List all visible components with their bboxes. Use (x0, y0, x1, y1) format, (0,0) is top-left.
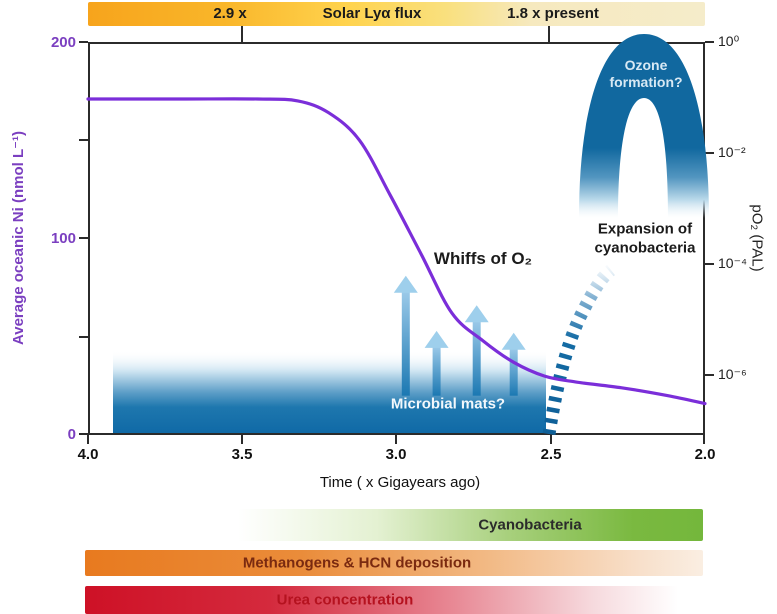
whiff-arrow-stem-1 (432, 345, 441, 396)
y-right-label-1e-4: 10⁻⁴ (718, 255, 747, 271)
solar-flux-2.9x-label: 2.9 x (213, 5, 247, 22)
y-right-label-1e0: 10⁰ (718, 33, 740, 49)
solar-flux-title: Solar Lyα flux (322, 5, 422, 22)
x-tick-3.5 (241, 435, 243, 444)
cyanobacteria-bar (238, 509, 703, 541)
y-right-tick-1e-2 (705, 152, 714, 154)
x-tick-2.0 (703, 435, 705, 444)
y-left-tick-0 (79, 433, 88, 435)
y-left-tick-50 (79, 336, 88, 338)
urea-bar-label: Urea concentration (276, 591, 414, 609)
y-left-label-0: 0 (67, 426, 76, 443)
whiff-arrow-stem-2 (472, 320, 481, 396)
x-tick-4.0 (87, 435, 89, 444)
microbial-mats-annotation: Microbial mats? (390, 395, 506, 413)
cyanobacteria-bar-label: Cyanobacteria (478, 516, 582, 534)
whiff-arrow-head-3 (501, 332, 526, 350)
ni-concentration-curve (86, 97, 707, 406)
x-tick-3.0 (395, 435, 397, 444)
y-right-tick-1e-4 (705, 263, 714, 265)
y-left-tick-100 (79, 237, 88, 239)
x-label-3.5: 3.5 (231, 446, 253, 463)
x-label-2.5: 2.5 (540, 446, 562, 463)
y-right-label-1e-2: 10⁻² (718, 144, 746, 160)
ozone-formation-arch (579, 34, 709, 218)
urea-bar (85, 586, 703, 614)
ozone-formation-line2: formation? (609, 74, 683, 90)
y-left-tick-200 (79, 41, 88, 43)
solar-flux-tick-2.9x (241, 26, 243, 42)
solar-flux-1.8x-label: 1.8 x present (507, 5, 599, 22)
x-label-4.0: 4.0 (77, 446, 99, 463)
x-label-2.0: 2.0 (694, 446, 716, 463)
y-left-label-200: 200 (50, 34, 76, 51)
whiff-arrows-group (393, 275, 526, 396)
solar-flux-tick-1.8x (548, 26, 550, 42)
whiff-arrow-head-1 (424, 330, 449, 348)
y-right-tick-1e0 (705, 41, 714, 43)
y-left-label-100: 100 (50, 230, 76, 247)
y-right-label-1e-6: 10⁻⁶ (718, 366, 747, 382)
expansion-cyanobacteria-annotation: Expansion of cyanobacteria (594, 220, 696, 256)
ozone-formation-annotation: Ozone formation? (609, 57, 682, 91)
y-left-tick-150 (79, 139, 88, 141)
whiff-arrow-stem-3 (509, 347, 518, 396)
ozone-formation-line1: Ozone (624, 57, 668, 74)
microbial-mats-region (113, 351, 546, 433)
methanogens-bar-label: Methanogens & HCN deposition (242, 554, 472, 572)
x-label-3.0: 3.0 (385, 446, 407, 463)
y-right-tick-1e-6 (705, 374, 714, 376)
whiff-arrow-head-0 (393, 275, 418, 293)
methanogens-bar (85, 550, 703, 576)
x-axis-title: Time ( x Gigayears ago) (319, 474, 481, 491)
solar-flux-bar: 2.9 x Solar Lyα flux 1.8 x present (88, 2, 705, 26)
whiff-arrow-head-2 (464, 305, 489, 323)
whiffs-of-o2-annotation: Whiffs of O₂ (433, 249, 533, 268)
whiff-arrow-stem-0 (401, 290, 410, 396)
oxygen-rise-dashed-band (542, 264, 616, 436)
x-tick-2.5 (550, 435, 552, 444)
